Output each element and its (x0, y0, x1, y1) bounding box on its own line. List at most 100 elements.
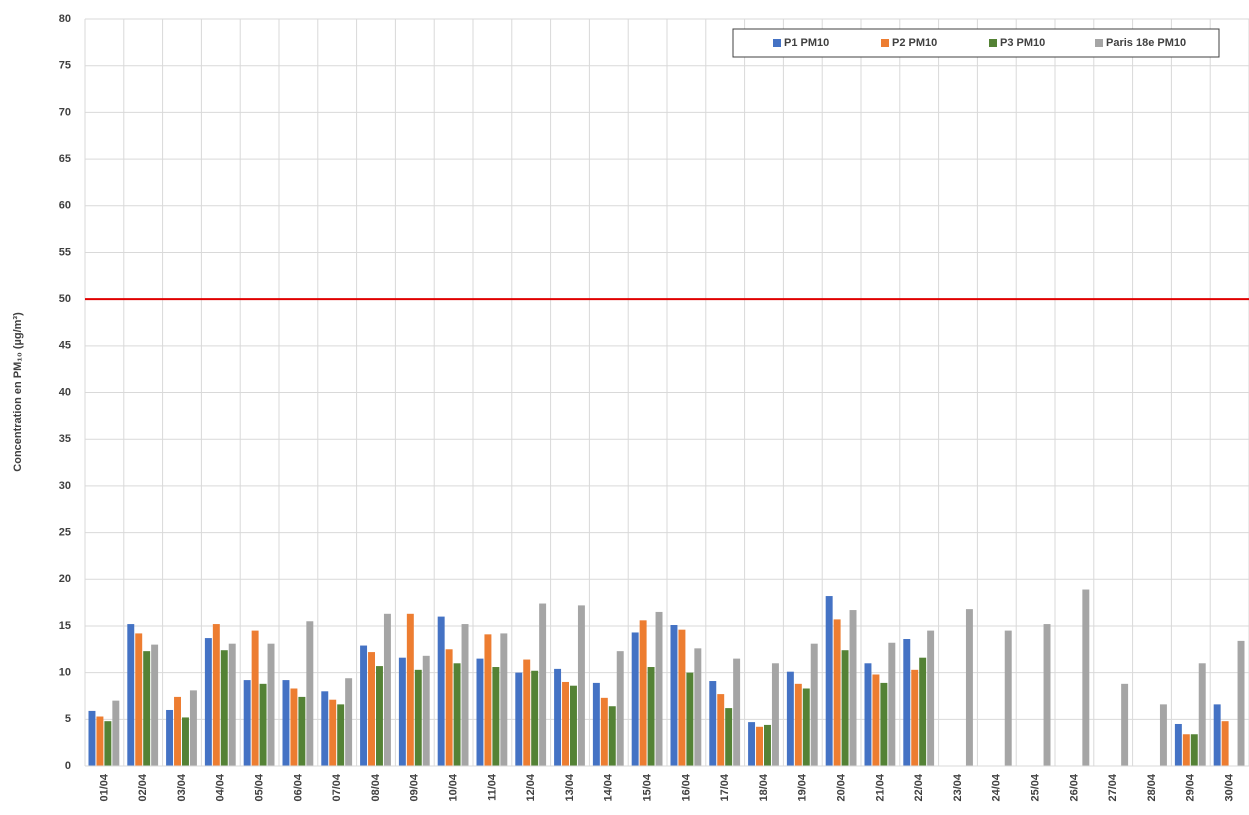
bar (1213, 704, 1221, 766)
x-tick-label: 18/04 (758, 773, 770, 801)
bar (523, 659, 531, 766)
legend-swatch (989, 39, 997, 47)
bar (151, 644, 159, 766)
bar (608, 706, 616, 766)
x-tick-label: 07/04 (331, 773, 343, 801)
x-tick-label: 13/04 (564, 773, 576, 801)
bar (368, 652, 375, 766)
y-tick-label: 25 (59, 526, 71, 538)
x-tick-label: 26/04 (1068, 773, 1080, 801)
x-tick-label: 16/04 (680, 773, 692, 801)
bar (174, 696, 181, 766)
x-tick-label: 06/04 (292, 773, 304, 801)
bar (686, 672, 694, 766)
bar (515, 672, 523, 766)
bar (1082, 589, 1090, 766)
legend-label: Paris 18e PM10 (1106, 37, 1186, 49)
bar (1221, 721, 1229, 766)
x-tick-label: 30/04 (1224, 773, 1236, 801)
x-tick-label: 24/04 (991, 773, 1003, 801)
bar (414, 669, 422, 766)
x-tick-label: 23/04 (952, 773, 964, 801)
y-tick-label: 75 (59, 60, 71, 72)
bar (841, 650, 849, 766)
bar (500, 633, 508, 766)
x-tick-label: 09/04 (409, 773, 421, 801)
bar (570, 685, 577, 766)
x-tick-label: 10/04 (448, 773, 460, 801)
bar (655, 611, 663, 766)
bar (631, 632, 639, 766)
bar (965, 609, 973, 766)
y-tick-label: 65 (59, 153, 71, 165)
bar (127, 624, 135, 766)
y-tick-label: 80 (59, 13, 71, 25)
bar (376, 666, 383, 766)
bar (88, 710, 96, 766)
bar (825, 596, 833, 766)
bar (771, 663, 779, 766)
bar (794, 683, 802, 766)
bar (321, 691, 329, 766)
bar (1190, 734, 1198, 766)
bar (554, 668, 562, 766)
bar (670, 625, 678, 766)
bar (577, 605, 585, 766)
bar (445, 649, 453, 766)
bar (592, 682, 600, 766)
bar (756, 726, 763, 766)
bar (562, 681, 569, 766)
bar (647, 667, 655, 766)
x-tick-label: 15/04 (642, 773, 654, 801)
bar (616, 651, 624, 766)
bar (182, 717, 189, 766)
bar (539, 603, 547, 766)
bar (112, 700, 120, 766)
bar (903, 639, 911, 766)
bar (345, 678, 353, 766)
bar (849, 610, 857, 766)
y-tick-label: 50 (59, 293, 71, 305)
bar (189, 690, 197, 766)
bar (453, 663, 461, 766)
x-tick-label: 17/04 (719, 773, 731, 801)
bar (1121, 683, 1129, 766)
bar (927, 630, 935, 766)
bar (166, 709, 174, 766)
bar (484, 634, 492, 766)
bar (437, 616, 445, 766)
bar (422, 655, 430, 766)
y-tick-label: 30 (59, 480, 71, 492)
bar (360, 645, 368, 766)
y-tick-label: 45 (59, 340, 71, 352)
x-tick-label: 04/04 (215, 773, 227, 801)
bar (282, 680, 290, 766)
legend-swatch (881, 39, 889, 47)
x-tick-label: 28/04 (1146, 773, 1158, 801)
bar (531, 670, 539, 766)
bar (802, 688, 810, 766)
bar (1043, 624, 1051, 766)
legend-label: P2 PM10 (892, 37, 937, 49)
bar (880, 682, 888, 766)
bar (1237, 640, 1245, 766)
bar (398, 657, 406, 766)
bar (267, 643, 275, 766)
bar (786, 671, 794, 766)
legend-box (732, 28, 1220, 58)
y-tick-label: 20 (59, 573, 71, 585)
bar (461, 624, 469, 766)
bar (243, 680, 251, 766)
bar (639, 620, 647, 766)
bar (259, 683, 267, 766)
bar (1159, 704, 1167, 766)
bar (709, 681, 717, 766)
bar (1004, 630, 1012, 766)
x-tick-label: 29/04 (1185, 773, 1197, 801)
x-tick-label: 22/04 (913, 773, 925, 801)
legend-label: P1 PM10 (784, 37, 829, 49)
bar (476, 658, 484, 766)
bar (298, 696, 306, 766)
x-tick-label: 27/04 (1107, 773, 1119, 801)
